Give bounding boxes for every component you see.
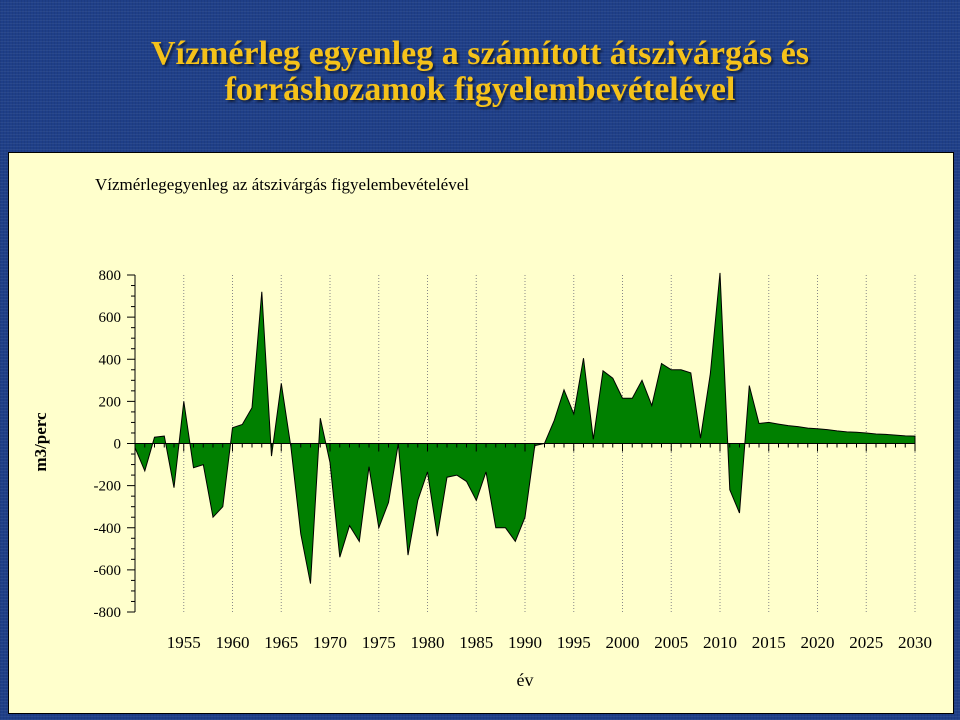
x-tick-label: 1960 (216, 633, 250, 652)
x-tick-label: 1985 (459, 633, 493, 652)
x-tick-labels: 1955 1960 1965 1970 1975 1980 1985 1990 1995 2000… (167, 633, 932, 652)
y-tick-label: -800 (94, 605, 122, 621)
x-tick-label: 2020 (801, 633, 835, 652)
y-axis-label: m3/perc (31, 412, 50, 472)
x-tick-label: 2015 (752, 633, 786, 652)
y-tick-label: 400 (99, 352, 122, 368)
x-tick-label: 1975 (362, 633, 396, 652)
x-tick-label: 2005 (654, 633, 688, 652)
chart-title: Vízmérlegegyenleg az átszivárgás figyele… (95, 175, 469, 194)
y-tick-label: -400 (94, 521, 122, 537)
x-tick-label: 1980 (411, 633, 445, 652)
x-tick-label: 1995 (557, 633, 591, 652)
y-tick-label: 0 (114, 437, 122, 453)
y-tick-label: -600 (94, 563, 122, 579)
slide-title: Vízmérleg egyenleg a számított átszivárg… (0, 36, 960, 108)
y-tick-label: -200 (94, 479, 122, 495)
x-tick-label: 1965 (264, 633, 298, 652)
x-tick-label: 2000 (606, 633, 640, 652)
y-tick-labels: 800 600 400 200 0 -200 -400 -600 -800 (94, 268, 122, 621)
x-tick-label: 1955 (167, 633, 201, 652)
y-tick-label: 200 (99, 394, 122, 410)
axes (127, 274, 916, 613)
x-tick-label: 2010 (703, 633, 737, 652)
chart-svg: Vízmérlegegyenleg az átszivárgás figyele… (31, 175, 932, 690)
x-tick-label: 1990 (508, 633, 542, 652)
x-tick-label: 1970 (313, 633, 347, 652)
x-tick-label: 2030 (898, 633, 932, 652)
y-tick-label: 800 (99, 268, 122, 284)
slide-title-line1: Vízmérleg egyenleg a számított átszivárg… (150, 35, 810, 72)
data-area (134, 272, 916, 584)
x-axis-label: év (517, 670, 534, 690)
y-tick-label: 600 (99, 310, 122, 326)
x-tick-label: 2025 (849, 633, 883, 652)
slide-title-line2: forráshozamok figyelembevételével (224, 71, 736, 108)
data-area-layer (134, 272, 916, 584)
